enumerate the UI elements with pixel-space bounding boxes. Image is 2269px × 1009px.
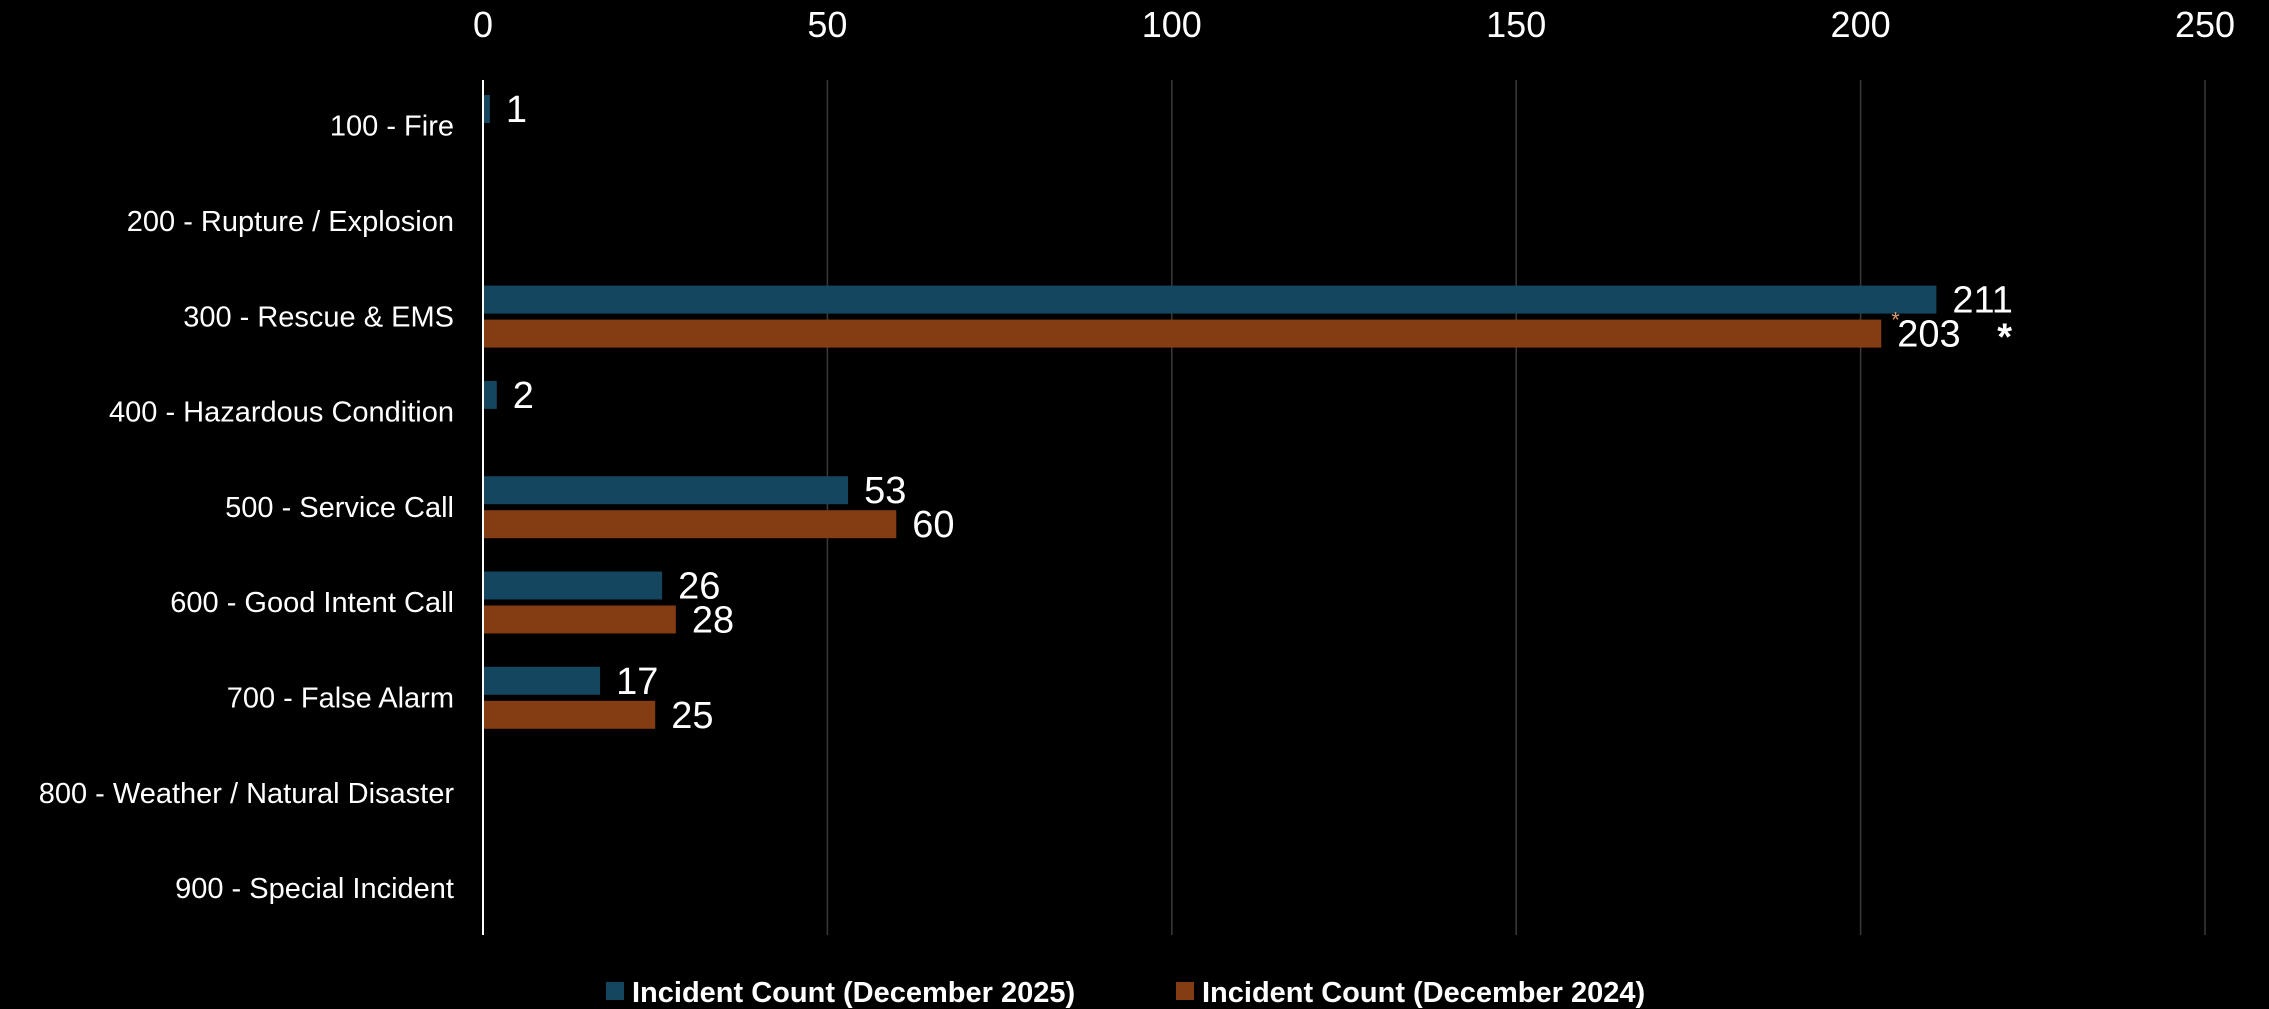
data-label: 17 bbox=[616, 661, 658, 703]
category-label: 100 - Fire bbox=[330, 111, 454, 143]
category-label: 800 - Weather / Natural Disaster bbox=[39, 778, 455, 810]
data-label: 60 bbox=[912, 504, 954, 546]
data-label: 2 bbox=[513, 375, 534, 417]
bar bbox=[483, 476, 849, 505]
category-label: 500 - Service Call bbox=[225, 492, 454, 524]
bar bbox=[483, 285, 1937, 314]
gridlines bbox=[826, 80, 2206, 935]
bar bbox=[483, 666, 601, 695]
data-label: 25 bbox=[671, 695, 713, 737]
bar bbox=[483, 571, 663, 600]
annotation-asterisk-small: * bbox=[1891, 308, 1900, 333]
category-labels: 100 - Fire 200 - Rupture / Explosion 300 -… bbox=[39, 111, 455, 905]
category-label: 700 - False Alarm bbox=[227, 682, 454, 714]
category-label: 300 - Rescue & EMS bbox=[183, 301, 454, 333]
bar bbox=[483, 380, 497, 409]
x-tick-label: 100 bbox=[1142, 4, 1202, 45]
x-tick-label: 50 bbox=[807, 4, 847, 45]
data-label: 211 bbox=[1952, 280, 2013, 322]
annotation-asterisk: * bbox=[1997, 317, 2012, 359]
x-axis-ticks: 0 50 100 150 200 250 bbox=[473, 4, 2235, 45]
category-label: 200 - Rupture / Explosion bbox=[127, 206, 454, 238]
bar bbox=[483, 95, 490, 123]
x-tick-label: 150 bbox=[1486, 4, 1546, 45]
category-label: 900 - Special Incident bbox=[175, 873, 454, 905]
bar bbox=[483, 605, 676, 634]
data-label: 28 bbox=[692, 600, 734, 642]
legend: Incident Count (December 2025) Incident C… bbox=[606, 977, 1645, 1009]
data-label: 53 bbox=[864, 470, 906, 512]
legend-label: Incident Count (December 2024) bbox=[1202, 977, 1645, 1009]
legend-swatch bbox=[606, 982, 624, 1000]
data-label: 203 bbox=[1897, 314, 1960, 356]
data-label: 26 bbox=[678, 566, 720, 608]
category-label: 600 - Good Intent Call bbox=[170, 587, 454, 619]
bar bbox=[483, 700, 656, 729]
bar bbox=[483, 319, 1882, 348]
legend-label: Incident Count (December 2025) bbox=[632, 977, 1075, 1009]
legend-swatch bbox=[1176, 982, 1194, 1000]
data-label: 1 bbox=[506, 89, 527, 131]
category-label: 400 - Hazardous Condition bbox=[109, 397, 454, 429]
bar bbox=[483, 510, 897, 539]
bars bbox=[483, 95, 1937, 729]
data-labels: 1 211 2 53 26 17 203 60 28 25 * * bbox=[506, 89, 2013, 737]
x-tick-label: 250 bbox=[2175, 4, 2235, 45]
x-tick-label: 0 bbox=[473, 4, 493, 45]
x-tick-label: 200 bbox=[1831, 4, 1891, 45]
